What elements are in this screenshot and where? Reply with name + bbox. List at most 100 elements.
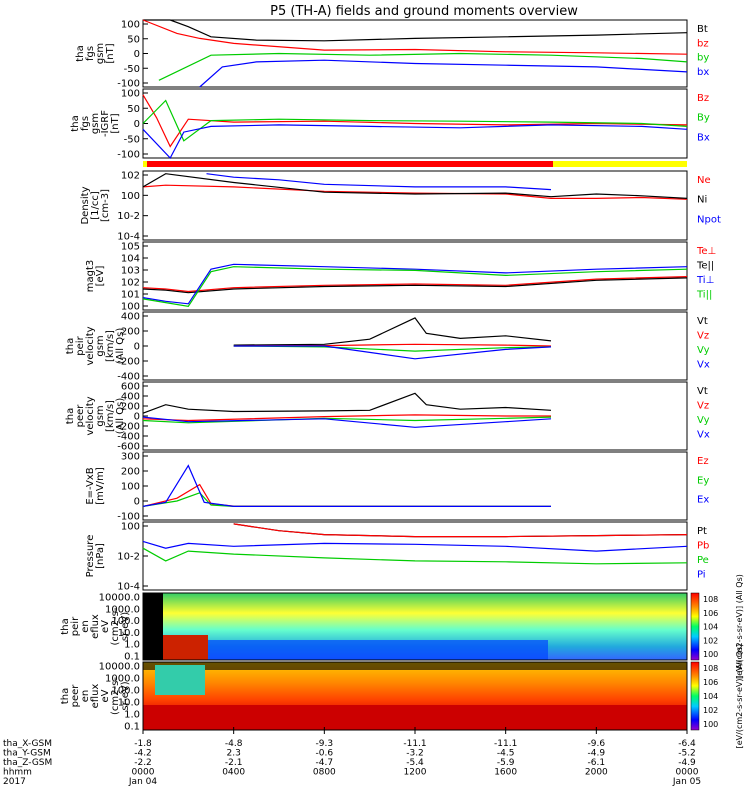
panel-frame: [142, 521, 688, 591]
y-tick-label: 100.0: [111, 616, 140, 627]
series-line-Ti⊥: [142, 263, 688, 305]
y-axis-label-line: Pressure: [85, 535, 96, 578]
series-line-Pe: [142, 547, 688, 565]
y-axis-label-line: gsm: [95, 43, 106, 64]
footer-value: -1.8: [134, 739, 152, 749]
series-line-Vy: [142, 416, 552, 424]
panel-5: 400 200 0 -200 -400 tha peir velocity gsm [km/s](…: [65, 311, 710, 383]
y-tick-label: -200: [117, 357, 140, 368]
footer-value: -5.9: [497, 758, 515, 768]
y-axis-label-line: [eV]: [95, 266, 106, 287]
y-axis-label-line: tha: [60, 618, 71, 634]
y-tick-label: 400: [121, 392, 140, 403]
legend-Vz: Vz: [697, 401, 709, 412]
colorbar-tick-label: 104: [703, 692, 718, 701]
y-tick-label: 10000.0: [99, 593, 140, 604]
y-tick-label: -600: [117, 442, 140, 453]
y-tick-label: 105: [121, 242, 140, 253]
colorbar-tick-label: 102: [703, 706, 718, 715]
colorbar-tick-label: 106: [703, 678, 718, 687]
colorbar-tick-label: 102: [703, 636, 718, 645]
footer-value: 0400: [222, 768, 245, 778]
y-tick-label: 0.1: [124, 652, 140, 663]
series-line-Vt: [233, 317, 552, 346]
footer-value: 0800: [313, 768, 336, 778]
y-axis-label: tha fgs gsm [nT]: [75, 43, 116, 64]
y-tick-label: 104: [121, 254, 140, 265]
footer-value: -9.6: [588, 739, 606, 749]
y-axis-label-line: peir: [70, 616, 81, 636]
y-axis-label-line: fgs: [85, 46, 96, 61]
y-tick-label: 600: [121, 382, 140, 393]
legend-Vx: Vx: [697, 430, 710, 441]
y-axis-label-line: peer: [70, 684, 81, 708]
y-axis-label: magt3 [eV]: [85, 260, 106, 293]
y-tick-label: -400: [117, 372, 140, 383]
y-axis-label-line: [mV/m]: [95, 467, 106, 505]
y-tick-label: 103: [121, 266, 140, 277]
legend-Ti⊥: Ti⊥: [696, 275, 714, 286]
y-tick-label: 102: [121, 171, 140, 182]
y-tick-label: 100: [121, 482, 140, 493]
legend-Vz: Vz: [697, 331, 709, 342]
spectrogram-electron: [142, 661, 688, 731]
footer-value: -11.1: [494, 739, 517, 749]
y-axis-label-line: [cm-3]: [100, 189, 111, 222]
legend-Ez: Ez: [697, 456, 709, 467]
y-tick-label: 100: [121, 522, 140, 533]
legend-Vy: Vy: [697, 345, 710, 356]
y-tick-label: 0: [134, 342, 140, 353]
legend-Pe: Pe: [697, 555, 709, 566]
y-axis-label-line: gsm: [95, 335, 106, 356]
footer-row-label: 2017: [3, 777, 26, 787]
colorbar-tick-label: 104: [703, 623, 718, 632]
legend-Vy: Vy: [697, 415, 710, 426]
series-line-Bz: [142, 94, 688, 148]
series-line-By: [142, 99, 688, 142]
legend-bz: bz: [697, 38, 709, 49]
y-axis-label-line: [1/cc]: [90, 191, 101, 220]
series-line-Ez: [142, 483, 552, 507]
series-line-Vz: [142, 414, 551, 422]
footer-value: 0000: [676, 768, 699, 778]
y-axis-label: tha peer velocity gsm [km/s] (All Qs): [65, 396, 126, 435]
y-tick-label: 100: [121, 302, 140, 313]
y-tick-label: 102: [121, 278, 140, 289]
y-axis-label-line: gsm: [95, 405, 106, 426]
series-line-Vy: [233, 345, 552, 352]
legend-Ex: Ex: [697, 495, 709, 506]
y-tick-label: 1000.0: [105, 604, 140, 615]
footer-value: -0.6: [316, 749, 334, 759]
legend-bx: bx: [697, 67, 709, 78]
footer-value: -4.7: [316, 758, 334, 768]
series-line-Ey: [142, 492, 551, 507]
footer-value: -4.5: [497, 749, 515, 759]
legend-Pi: Pi: [697, 570, 706, 581]
series-line-Pt: [233, 523, 688, 538]
footer-value: Jan 04: [128, 777, 157, 787]
y-tick-label: 100: [121, 191, 140, 202]
y-axis-label-line: E=-VxB: [85, 467, 96, 504]
y-tick-label: 400: [121, 312, 140, 323]
footer-value: 1600: [494, 768, 517, 778]
panel-frame: [142, 451, 688, 521]
y-axis-label-line: gsm: [90, 113, 101, 134]
y-tick-label: 200: [121, 467, 140, 478]
y-axis-label: tha fgs gsm -IGRF [nT]: [70, 110, 121, 137]
y-axis-label-line: [nT]: [105, 43, 116, 63]
footer-value: -6.4: [678, 739, 696, 749]
y-axis-label-line: Density: [80, 186, 91, 224]
y-axis-label-line: tha: [65, 408, 76, 424]
y-tick-label: 0: [134, 497, 140, 508]
y-axis-label-line: sr-eV): [120, 681, 131, 710]
legend-by: by: [697, 53, 709, 64]
y-tick-label: 10000.0: [99, 662, 140, 673]
y-axis-label-line: velocity: [85, 326, 96, 365]
y-tick-label: 10-4: [117, 582, 140, 593]
y-tick-label: 10.0: [118, 628, 140, 639]
y-axis-label-line: en: [80, 620, 91, 633]
y-axis-label: Density [1/cc] [cm-3]: [80, 186, 111, 224]
